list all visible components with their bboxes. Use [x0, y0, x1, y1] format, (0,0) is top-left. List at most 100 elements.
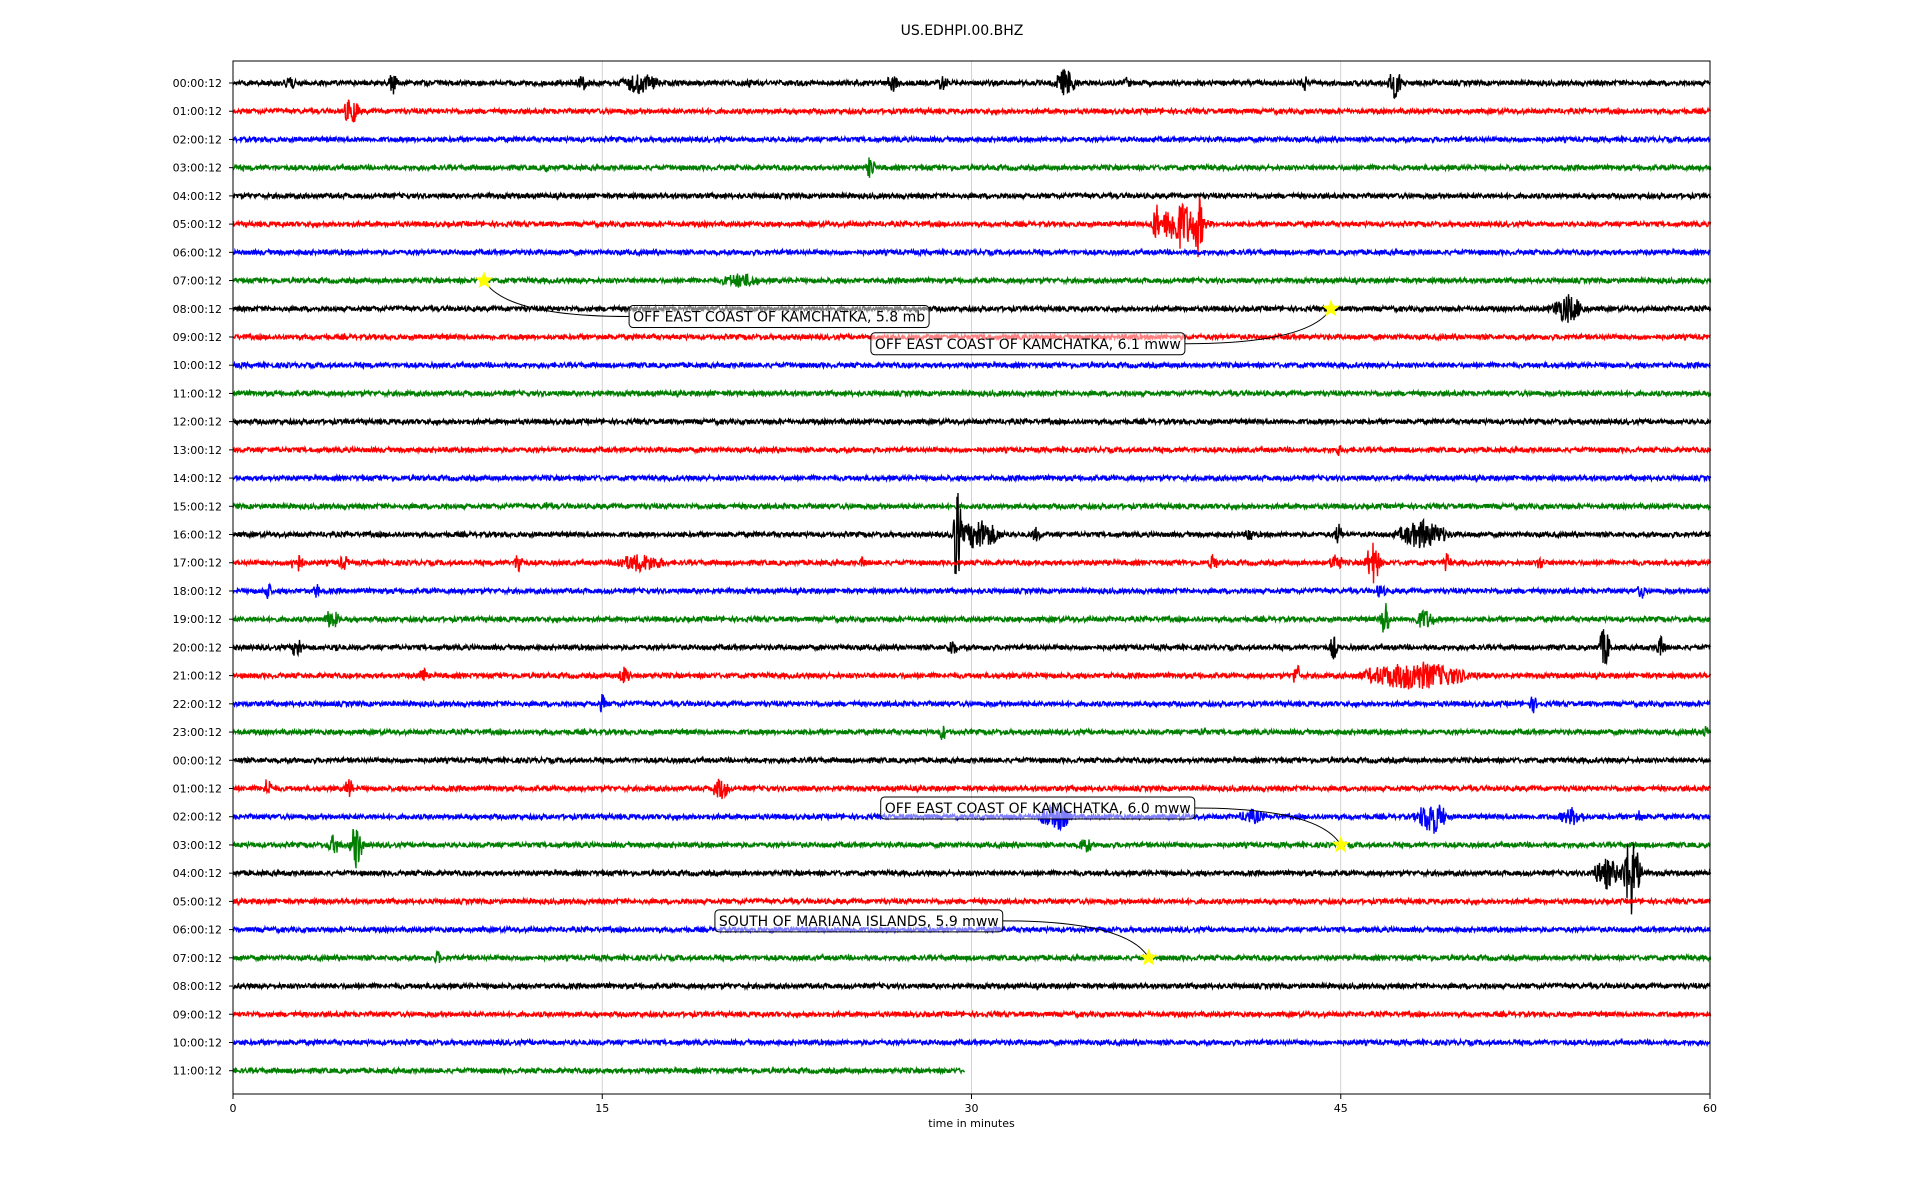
event-annotation-3: SOUTH OF MARIANA ISLANDS, 5.9 mww [714, 909, 1158, 966]
y-tick-label-23: 23:00:12 [173, 726, 222, 739]
y-tick-label-2: 02:00:12 [173, 133, 222, 146]
trace-row-14 [232, 473, 1712, 484]
y-tick-label-11: 11:00:12 [173, 387, 222, 400]
event-label-0: OFF EAST COAST OF KAMCHATKA, 5.8 mb [633, 310, 925, 326]
y-tick-label-30: 06:00:12 [173, 924, 222, 937]
chart-title: US.EDHPI.00.BHZ [901, 23, 1024, 39]
event-connector-2 [1194, 807, 1342, 846]
y-tick-label-17: 17:00:12 [173, 557, 222, 570]
trace-row-10 [232, 360, 1712, 371]
y-tick-label-3: 03:00:12 [173, 162, 222, 175]
trace-row-33 [232, 1009, 1712, 1020]
y-tick-label-9: 09:00:12 [173, 331, 222, 344]
y-tick-label-34: 10:00:12 [173, 1036, 222, 1049]
y-tick-label-19: 19:00:12 [173, 613, 222, 626]
y-tick-label-20: 20:00:12 [173, 641, 222, 654]
y-tick-label-31: 07:00:12 [173, 952, 222, 965]
trace-row-27 [232, 828, 1711, 869]
x-tick-label-45: 45 [1334, 1102, 1348, 1115]
event-label-box-0 [628, 305, 930, 329]
trace-row-35 [232, 1065, 966, 1076]
event-label-box-3 [714, 909, 1004, 933]
x-tick-label-0: 0 [230, 1102, 237, 1115]
event-star-1 [1321, 299, 1340, 317]
trace-row-23 [232, 725, 1712, 740]
trace-row-12 [232, 416, 1712, 427]
y-tick-label-18: 18:00:12 [173, 585, 222, 598]
event-label-3: SOUTH OF MARIANA ISLANDS, 5.9 mww [719, 914, 999, 930]
trace-row-20 [232, 629, 1712, 666]
event-connector-1 [1184, 308, 1332, 345]
y-tick-label-7: 07:00:12 [173, 275, 222, 288]
trace-row-17 [232, 542, 1712, 584]
x-tick-label-15: 15 [595, 1102, 609, 1115]
y-tick-label-16: 16:00:12 [173, 529, 222, 542]
trace-row-32 [232, 980, 1711, 992]
trace-row-4 [232, 190, 1712, 201]
y-tick-label-15: 15:00:12 [173, 500, 222, 513]
x-axis-label: time in minutes [928, 1117, 1015, 1130]
grid-lines [601, 61, 1342, 1094]
y-tick-label-8: 08:00:12 [173, 303, 222, 316]
y-tick-label-4: 04:00:12 [173, 190, 222, 203]
y-tick-label-24: 00:00:12 [173, 754, 222, 767]
y-tick-label-0: 00:00:12 [173, 77, 222, 90]
y-tick-label-33: 09:00:12 [173, 1008, 222, 1021]
y-tick-label-35: 11:00:12 [173, 1065, 222, 1078]
trace-row-22 [232, 693, 1711, 714]
y-tick-label-6: 06:00:12 [173, 246, 222, 259]
y-tick-label-25: 01:00:12 [173, 783, 222, 796]
trace-row-3 [232, 157, 1712, 178]
y-tick-label-13: 13:00:12 [173, 444, 222, 457]
event-layer: OFF EAST COAST OF KAMCHATKA, 5.8 mb OFF E… [475, 271, 1350, 966]
event-connector-3 [1002, 920, 1150, 959]
x-tick-label-60: 60 [1703, 1102, 1717, 1115]
trace-row-11 [232, 388, 1712, 399]
trace-row-16 [232, 492, 1712, 575]
trace-row-5 [232, 196, 1712, 258]
y-tick-label-14: 14:00:12 [173, 472, 222, 485]
event-star-0 [475, 271, 494, 289]
y-tick-label-32: 08:00:12 [173, 980, 222, 993]
y-tick-label-22: 22:00:12 [173, 698, 222, 711]
event-label-2: OFF EAST COAST OF KAMCHATKA, 6.0 mww [885, 801, 1191, 817]
trace-row-15 [232, 501, 1712, 512]
y-tick-label-1: 01:00:12 [173, 105, 222, 118]
x-tick-labels: 0 15 30 45 60 [230, 1094, 1717, 1115]
y-tick-label-26: 02:00:12 [173, 811, 222, 824]
y-tick-label-12: 12:00:12 [173, 416, 222, 429]
trace-row-31 [232, 949, 1712, 965]
y-tick-label-28: 04:00:12 [173, 867, 222, 880]
y-tick-label-27: 03:00:12 [173, 839, 222, 852]
x-tick-label-30: 30 [965, 1102, 979, 1115]
trace-row-6 [232, 247, 1712, 258]
event-annotation-0: OFF EAST COAST OF KAMCHATKA, 5.8 mb [475, 271, 930, 329]
trace-row-19 [232, 603, 1711, 633]
y-tick-label-10: 10:00:12 [173, 359, 222, 372]
trace-row-13 [232, 444, 1712, 457]
trace-row-29 [232, 896, 1711, 907]
trace-row-18 [232, 582, 1711, 600]
event-label-box-1 [870, 332, 1186, 356]
event-label-box-2 [880, 796, 1196, 820]
y-tick-labels: 00:00:12 01:00:12 02:00:12 03:00:12 04:00:12… [173, 77, 233, 1078]
trace-row-34 [232, 1037, 1711, 1048]
event-star-3 [1139, 948, 1158, 966]
trace-row-1 [232, 99, 1712, 123]
event-annotation-2: OFF EAST COAST OF KAMCHATKA, 6.0 mww [880, 796, 1350, 853]
trace-row-0 [232, 68, 1711, 99]
y-tick-label-5: 05:00:12 [173, 218, 222, 231]
event-connector-0 [483, 280, 630, 318]
trace-row-25 [232, 778, 1712, 800]
trace-row-24 [232, 755, 1712, 766]
trace-row-21 [232, 661, 1712, 690]
y-tick-label-21: 21:00:12 [173, 670, 222, 683]
event-annotation-1: OFF EAST COAST OF KAMCHATKA, 6.1 mww [870, 299, 1340, 356]
trace-row-2 [232, 134, 1711, 145]
trace-row-8 [232, 294, 1712, 323]
trace-row-28 [232, 843, 1712, 915]
y-tick-label-29: 05:00:12 [173, 895, 222, 908]
event-label-1: OFF EAST COAST OF KAMCHATKA, 6.1 mww [875, 337, 1181, 353]
event-star-2 [1331, 835, 1350, 853]
